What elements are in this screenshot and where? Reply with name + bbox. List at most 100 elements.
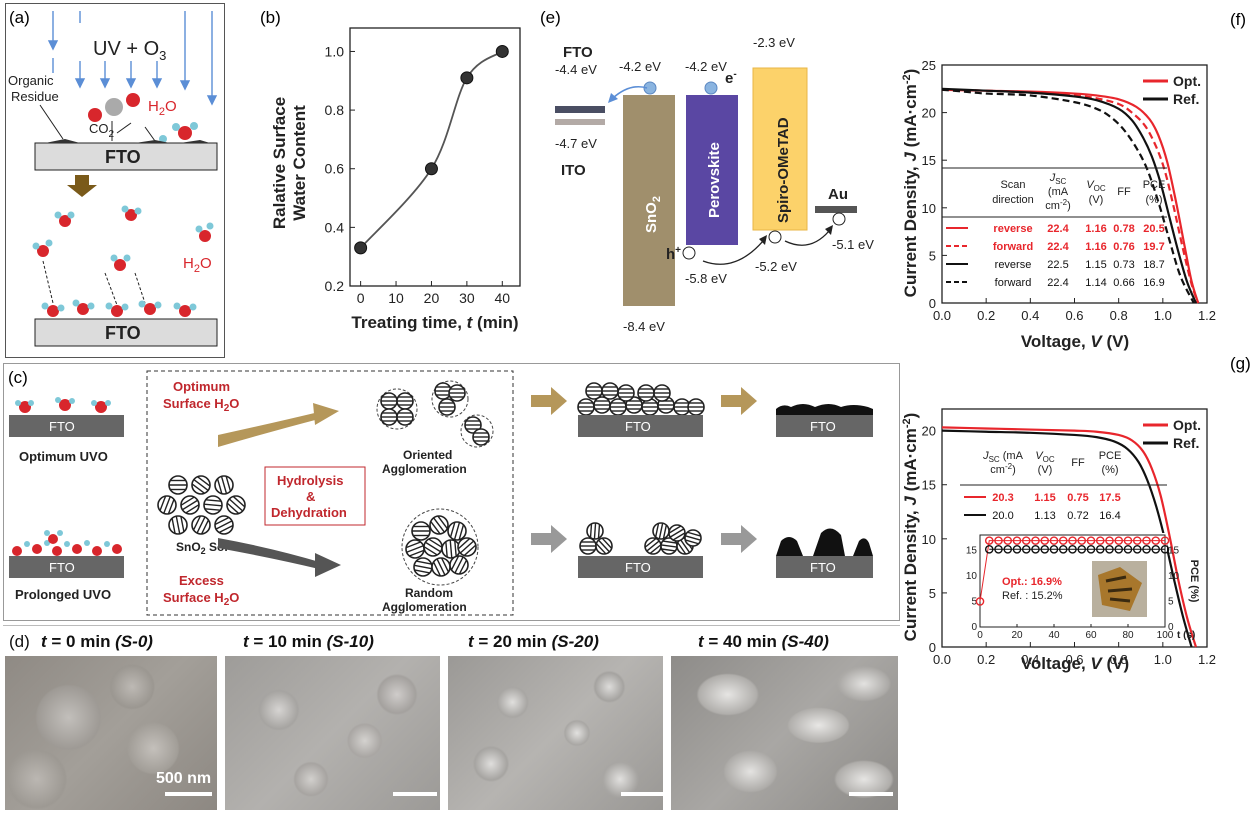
g-inset-y-right-label: 0 bbox=[1168, 622, 1174, 633]
sem-image-40 bbox=[671, 656, 898, 810]
fto-top-label: FTO bbox=[105, 147, 141, 167]
sol-particle bbox=[157, 495, 177, 515]
random-label-1: Random bbox=[405, 586, 453, 600]
oriented-film bbox=[577, 382, 705, 416]
organic-label: Organic bbox=[8, 73, 54, 88]
panel-label-b: (b) bbox=[260, 8, 281, 27]
panel-b-chart: (b) 0 10 20 30 40 0.2 0.4 0.6 0.8 1.0 Treating tim… bbox=[260, 8, 521, 332]
b-x-tick-label: 0 bbox=[357, 290, 365, 306]
au-value: -5.1 eV bbox=[832, 237, 874, 252]
oriented-particle bbox=[448, 384, 466, 402]
f-table-header: Scan bbox=[1000, 179, 1025, 191]
b-x-tick-label: 20 bbox=[424, 290, 440, 306]
panel-label-f: (f) bbox=[1230, 10, 1246, 29]
sol-particle bbox=[191, 475, 211, 495]
perovskite-label: Perovskite bbox=[706, 142, 723, 218]
and-label: & bbox=[306, 489, 315, 504]
flexible-device-photo bbox=[1092, 561, 1147, 617]
sem-image-20 bbox=[448, 656, 663, 810]
excess-surface-label-1: Excess bbox=[179, 573, 224, 588]
random-particle bbox=[447, 521, 467, 541]
sno2-vb-value: -8.4 eV bbox=[623, 319, 665, 334]
fto-label: FTO bbox=[563, 44, 593, 61]
scalebar-0 bbox=[165, 792, 212, 796]
g-legend-label: Opt. bbox=[1173, 417, 1201, 433]
sem-label-40: t = 40 min (S-40) bbox=[698, 632, 829, 651]
random-film-particle bbox=[586, 522, 604, 540]
process-arrow bbox=[67, 175, 97, 197]
f-x-tick-label: 0.8 bbox=[1110, 308, 1128, 323]
f-table-cell: 22.4 bbox=[1047, 277, 1068, 289]
random-particle bbox=[431, 557, 451, 577]
g-x-tick-label: 0.0 bbox=[933, 652, 951, 667]
b-data-point bbox=[460, 71, 474, 85]
f-table-header: (%) bbox=[1145, 194, 1162, 206]
random-agglomerate bbox=[401, 508, 479, 586]
f-table-cell: 1.16 bbox=[1085, 223, 1106, 235]
random-film-particle bbox=[579, 537, 597, 555]
b-x-tick-label: 30 bbox=[459, 290, 475, 306]
panel-label-c: (c) bbox=[8, 368, 28, 387]
g-y-tick-label: 20 bbox=[922, 424, 936, 439]
g-table-header: VOC bbox=[1035, 450, 1055, 464]
optimum-surface-label-1: Optimum bbox=[173, 379, 230, 394]
oriented-film-particle bbox=[593, 396, 611, 414]
sol-particle bbox=[214, 515, 234, 535]
b-plot-frame bbox=[349, 27, 521, 287]
g-inset-y-left-label: 0 bbox=[971, 622, 977, 633]
f-x-tick-label: 1.0 bbox=[1154, 308, 1172, 323]
g-inset-y-left-label: 5 bbox=[971, 596, 977, 607]
hole-label: h+ bbox=[666, 245, 681, 263]
g-x-tick-label: 0.6 bbox=[1065, 652, 1083, 667]
perovskite-vb-value: -5.8 eV bbox=[685, 271, 727, 286]
scalebar-20 bbox=[621, 792, 665, 796]
g-table-header: (%) bbox=[1101, 464, 1118, 476]
f-x-axis-label: Voltage, V (V) bbox=[1021, 332, 1129, 351]
g-y-tick-label: 10 bbox=[922, 532, 936, 547]
f-legend-label: Ref. bbox=[1173, 91, 1199, 107]
fto-top-value: -4.4 eV bbox=[555, 62, 597, 77]
f-y-tick-label: 15 bbox=[922, 153, 936, 168]
g-legend-label: Ref. bbox=[1173, 435, 1199, 451]
g-inset-frame bbox=[979, 534, 1166, 628]
fto-prolonged: FTO bbox=[49, 560, 75, 575]
ito-level bbox=[555, 119, 605, 125]
g-x-tick-label: 0.8 bbox=[1110, 652, 1128, 667]
g-inset-x-tick-label: 60 bbox=[1085, 630, 1097, 641]
g-inset-x-tick-label: 0 bbox=[977, 630, 983, 641]
g-inset-x-label: t (s) bbox=[1177, 630, 1195, 641]
f-x-tick-label: 0.2 bbox=[977, 308, 995, 323]
uv-arrows bbox=[47, 11, 218, 106]
b-data-point bbox=[495, 44, 509, 58]
oriented-particle bbox=[380, 408, 398, 426]
oriented-particle bbox=[472, 428, 490, 446]
g-y-tick-label: 5 bbox=[929, 586, 936, 601]
b-y-tick-label: 0.2 bbox=[325, 278, 345, 294]
f-table-cell: 18.7 bbox=[1143, 259, 1164, 271]
h2o-bottom-label: H2O bbox=[183, 255, 212, 275]
random-particle bbox=[457, 537, 477, 557]
random-particle bbox=[423, 537, 443, 557]
g-inset-x-tick-label: 40 bbox=[1048, 630, 1060, 641]
f-table-header: cm-2) bbox=[1045, 198, 1070, 212]
prolonged-uvo-label: Prolonged UVO bbox=[15, 587, 111, 602]
panel-label-d: (d) bbox=[9, 632, 30, 651]
optimum-uvo-label: Optimum UVO bbox=[19, 449, 108, 464]
g-table-header: PCE bbox=[1099, 450, 1122, 462]
f-y-tick-label: 20 bbox=[922, 106, 936, 121]
hydrolysis-label: Hydrolysis bbox=[277, 473, 343, 488]
random-film bbox=[579, 522, 702, 555]
f-table-header: (mA bbox=[1048, 186, 1069, 198]
oriented-film-particle bbox=[637, 384, 655, 402]
electron-label: e- bbox=[725, 69, 737, 87]
g-inset-y-left-label: 15 bbox=[966, 545, 978, 556]
g-y-tick-label: 0 bbox=[929, 640, 936, 655]
oriented-particle bbox=[396, 408, 414, 426]
au-level bbox=[815, 206, 857, 213]
oriented-film-particle bbox=[585, 382, 603, 400]
g-table-header: (V) bbox=[1038, 464, 1053, 476]
oriented-particle bbox=[438, 398, 456, 416]
f-table-header: PCE bbox=[1143, 179, 1166, 191]
spiro-top-value: -2.3 eV bbox=[753, 35, 795, 50]
scalebar-40 bbox=[849, 792, 893, 796]
